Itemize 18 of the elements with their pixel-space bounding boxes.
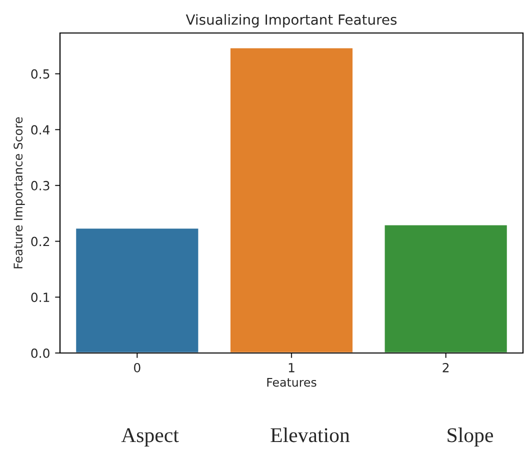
y-tick-label: 0.4 (31, 125, 50, 135)
x-tick-label: 0 (134, 362, 140, 372)
y-tick-label: 0.1 (31, 292, 50, 302)
text: Aspect (121, 428, 179, 446)
y-tick-label: 0.0 (31, 348, 50, 358)
text: Elevation (270, 428, 350, 442)
bar (229, 46, 354, 353)
y-axis-title: Feature Importance Score (14, 117, 25, 268)
x-tick-label: 1 (288, 363, 294, 372)
bar (74, 227, 200, 353)
bar (383, 224, 508, 353)
y-tick-label: 0.2 (31, 236, 50, 246)
chart-title: Visualizing Important Features (186, 14, 397, 28)
x-axis-title: Features (267, 378, 316, 387)
x-tick-label: 2 (442, 362, 449, 372)
text: Slope (448, 428, 494, 446)
y-tick-label: 0.3 (31, 180, 50, 190)
y-tick-label: 0.5 (31, 69, 50, 79)
